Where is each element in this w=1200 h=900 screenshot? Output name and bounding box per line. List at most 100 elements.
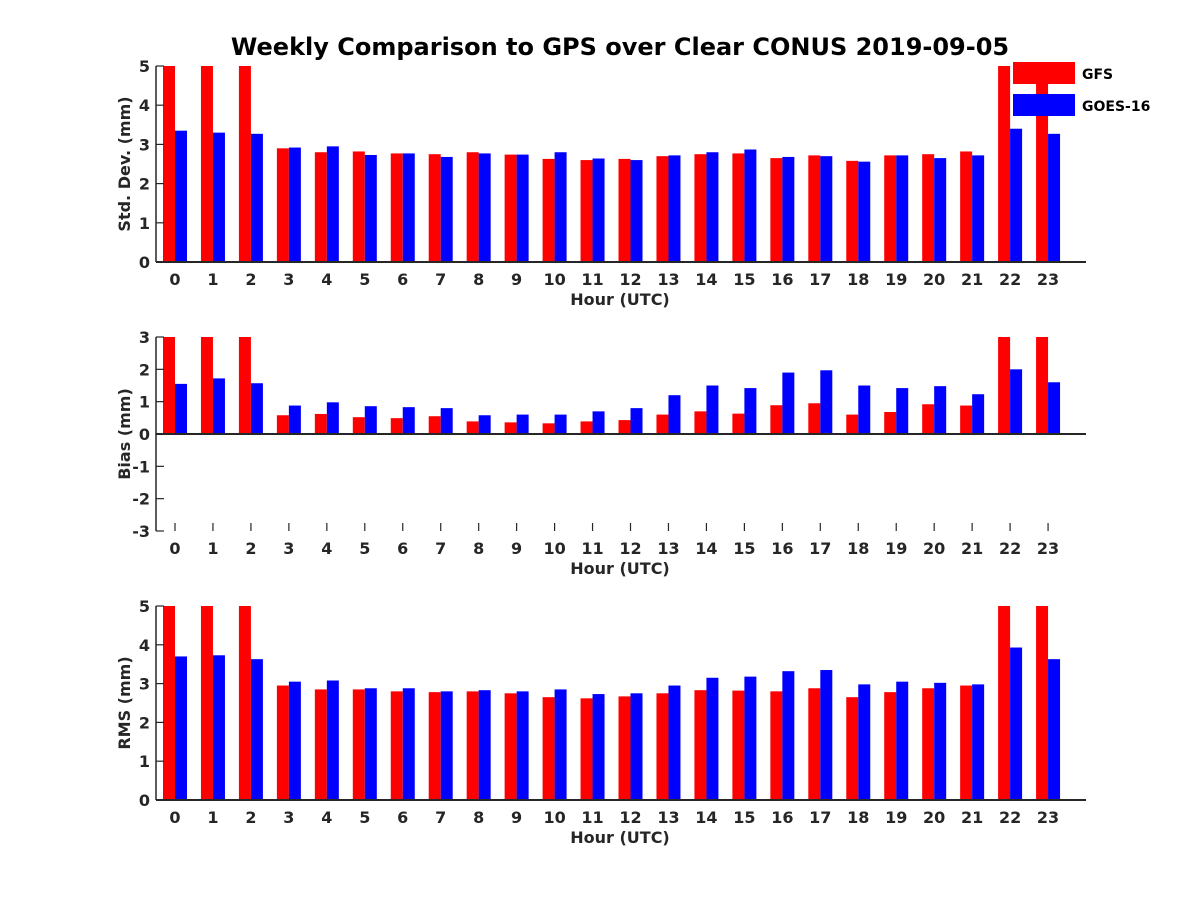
x-tick-label-rms: 21 bbox=[961, 808, 983, 827]
bar-bias-gfs-hour-13 bbox=[656, 414, 669, 434]
bar-bias-gfs-hour-21 bbox=[960, 405, 973, 434]
bar-rms-gfs-hour-2 bbox=[238, 606, 251, 800]
bar-rms-gfs-hour-4 bbox=[314, 689, 327, 800]
bar-stddev-gfs-hour-5 bbox=[352, 151, 365, 262]
bar-rms-gfs-hour-9 bbox=[504, 693, 517, 800]
bar-rms-goes-16-hour-23 bbox=[1048, 659, 1061, 800]
bar-stddev-goes-16-hour-22 bbox=[1010, 128, 1023, 262]
x-tick-label-stddev: 11 bbox=[581, 270, 603, 289]
x-tick-label-bias: 7 bbox=[435, 539, 446, 558]
x-tick-label-rms: 5 bbox=[359, 808, 370, 827]
x-tick-label-rms: 15 bbox=[733, 808, 755, 827]
chart-title: Weekly Comparison to GPS over Clear CONU… bbox=[231, 33, 1009, 61]
y-tick-label-bias: 0 bbox=[139, 425, 150, 444]
bar-rms-gfs-hour-20 bbox=[922, 688, 935, 800]
x-tick-label-rms: 19 bbox=[885, 808, 907, 827]
x-tick-label-bias: 22 bbox=[999, 539, 1021, 558]
bar-stddev-gfs-hour-10 bbox=[542, 158, 555, 262]
x-tick-label-stddev: 14 bbox=[695, 270, 717, 289]
bar-bias-gfs-hour-0 bbox=[163, 337, 175, 434]
x-tick-label-stddev: 4 bbox=[321, 270, 332, 289]
bar-rms-goes-16-hour-11 bbox=[592, 694, 605, 800]
x-tick-label-stddev: 5 bbox=[359, 270, 370, 289]
x-tick-label-bias: 2 bbox=[245, 539, 256, 558]
bar-rms-goes-16-hour-6 bbox=[402, 688, 415, 800]
legend-swatch-gfs bbox=[1013, 62, 1075, 84]
bar-bias-gfs-hour-18 bbox=[846, 414, 859, 434]
y-tick-label-stddev: 4 bbox=[139, 96, 150, 115]
bar-bias-gfs-hour-10 bbox=[542, 423, 555, 434]
y-tick-label-stddev: 0 bbox=[139, 253, 150, 272]
bar-bias-goes-16-hour-23 bbox=[1048, 382, 1061, 434]
bar-rms-gfs-hour-0 bbox=[163, 606, 175, 800]
y-axis-label-bias: Bias (mm) bbox=[115, 388, 134, 480]
x-tick-label-rms: 23 bbox=[1037, 808, 1059, 827]
bar-stddev-goes-16-hour-13 bbox=[668, 155, 681, 262]
x-tick-label-stddev: 13 bbox=[657, 270, 679, 289]
x-tick-label-stddev: 16 bbox=[771, 270, 793, 289]
bar-rms-gfs-hour-7 bbox=[428, 692, 441, 800]
bar-rms-goes-16-hour-0 bbox=[175, 656, 187, 800]
bar-stddev-gfs-hour-15 bbox=[732, 153, 745, 262]
bar-rms-gfs-hour-23 bbox=[1036, 606, 1049, 800]
x-axis-label-rms: Hour (UTC) bbox=[570, 828, 670, 847]
bar-bias-gfs-hour-1 bbox=[200, 337, 213, 434]
bar-rms-goes-16-hour-18 bbox=[858, 684, 871, 800]
x-tick-label-stddev: 7 bbox=[435, 270, 446, 289]
bar-bias-goes-16-hour-8 bbox=[478, 415, 491, 434]
bar-stddev-gfs-hour-7 bbox=[428, 154, 441, 262]
bar-rms-gfs-hour-11 bbox=[580, 698, 593, 800]
bar-rms-gfs-hour-1 bbox=[200, 606, 213, 800]
bar-bias-goes-16-hour-21 bbox=[972, 394, 985, 434]
bar-bias-gfs-hour-22 bbox=[998, 337, 1011, 434]
bar-bias-gfs-hour-5 bbox=[352, 417, 365, 434]
bar-bias-gfs-hour-19 bbox=[884, 412, 897, 434]
bar-bias-gfs-hour-20 bbox=[922, 404, 935, 434]
x-tick-label-bias: 17 bbox=[809, 539, 831, 558]
bar-bias-gfs-hour-11 bbox=[580, 421, 593, 434]
x-tick-label-rms: 12 bbox=[619, 808, 641, 827]
bars-stddev bbox=[163, 66, 1061, 262]
bar-stddev-gfs-hour-11 bbox=[580, 160, 593, 262]
bar-stddev-goes-16-hour-20 bbox=[934, 158, 947, 262]
bar-stddev-gfs-hour-6 bbox=[390, 153, 403, 262]
bar-rms-goes-16-hour-14 bbox=[706, 677, 719, 800]
bar-bias-goes-16-hour-11 bbox=[592, 411, 605, 434]
y-tick-label-rms: 0 bbox=[139, 791, 150, 810]
y-tick-label-rms: 1 bbox=[139, 752, 150, 771]
x-tick-label-stddev: 20 bbox=[923, 270, 945, 289]
bar-rms-goes-16-hour-20 bbox=[934, 682, 947, 800]
bar-rms-gfs-hour-10 bbox=[542, 697, 555, 800]
y-axis-label-rms: RMS (mm) bbox=[115, 656, 134, 749]
bar-stddev-goes-16-hour-14 bbox=[706, 152, 719, 262]
bar-stddev-goes-16-hour-21 bbox=[972, 155, 985, 262]
y-tick-label-rms: 3 bbox=[139, 675, 150, 694]
bar-stddev-gfs-hour-21 bbox=[960, 151, 973, 262]
bar-rms-gfs-hour-21 bbox=[960, 685, 973, 800]
bar-rms-gfs-hour-13 bbox=[656, 693, 669, 800]
x-axis-label-stddev: Hour (UTC) bbox=[570, 290, 670, 309]
legend: GFS GOES-16 bbox=[1013, 62, 1150, 116]
x-tick-label-bias: 0 bbox=[169, 539, 180, 558]
bar-bias-gfs-hour-2 bbox=[238, 337, 251, 434]
bar-bias-goes-16-hour-10 bbox=[554, 414, 567, 434]
x-tick-label-bias: 23 bbox=[1037, 539, 1059, 558]
x-tick-label-rms: 20 bbox=[923, 808, 945, 827]
bar-bias-goes-16-hour-22 bbox=[1010, 369, 1023, 434]
x-tick-label-bias: 10 bbox=[543, 539, 565, 558]
bar-bias-goes-16-hour-13 bbox=[668, 395, 681, 434]
x-tick-label-rms: 6 bbox=[397, 808, 408, 827]
x-tick-label-bias: 19 bbox=[885, 539, 907, 558]
bar-bias-gfs-hour-23 bbox=[1036, 337, 1049, 434]
bar-bias-goes-16-hour-0 bbox=[175, 383, 187, 434]
x-tick-label-bias: 4 bbox=[321, 539, 332, 558]
bar-rms-goes-16-hour-12 bbox=[630, 693, 643, 800]
x-tick-label-stddev: 1 bbox=[207, 270, 218, 289]
bar-rms-goes-16-hour-5 bbox=[364, 688, 377, 800]
bar-rms-goes-16-hour-16 bbox=[782, 671, 795, 800]
legend-label-gfs: GFS bbox=[1082, 67, 1113, 83]
bar-stddev-goes-16-hour-16 bbox=[782, 156, 795, 262]
